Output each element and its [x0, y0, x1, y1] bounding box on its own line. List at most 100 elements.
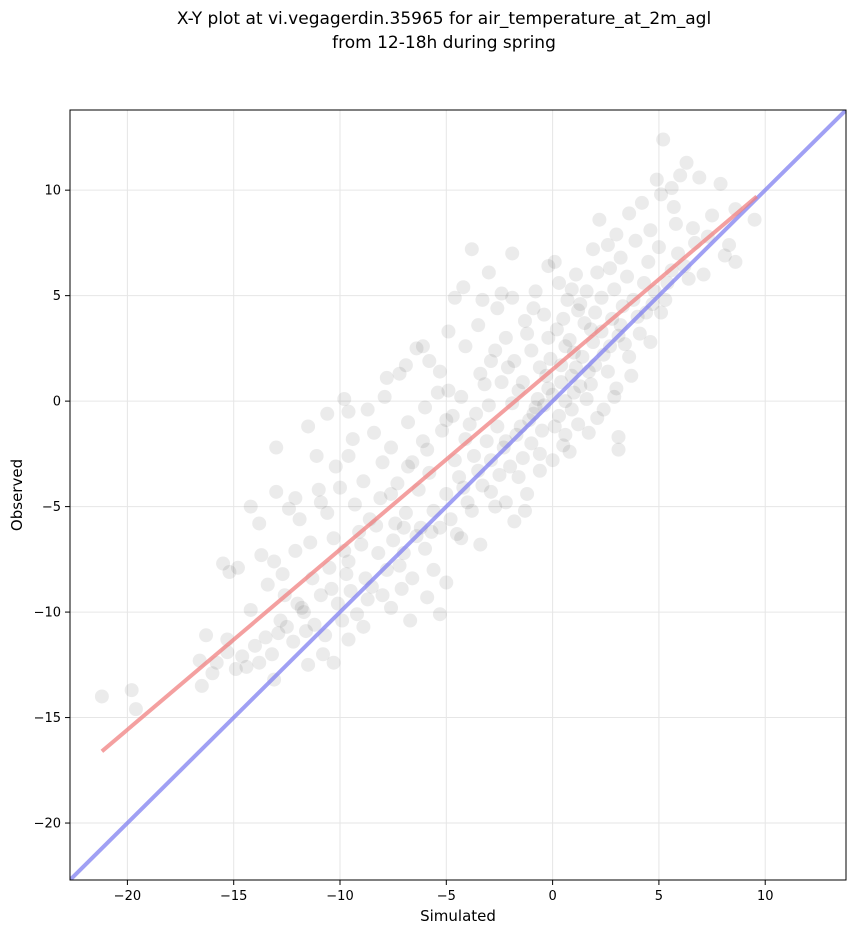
chart-title-line1: X-Y plot at vi.vegagerdin.35965 for air_…: [177, 9, 711, 29]
data-point-61: [426, 562, 441, 577]
data-point-221: [551, 408, 566, 423]
data-point-247: [279, 619, 294, 634]
data-point-136: [398, 505, 413, 520]
data-point-248: [264, 647, 279, 662]
data-point-138: [371, 546, 386, 561]
data-point-27: [447, 290, 462, 305]
data-point-91: [401, 415, 416, 430]
x-tick-label-0: −20: [114, 889, 141, 904]
data-point-211: [290, 596, 305, 611]
data-point-17: [288, 491, 303, 506]
data-point-115: [632, 326, 647, 341]
data-point-180: [503, 459, 518, 474]
grid-lines: [70, 110, 846, 880]
data-point-4: [199, 628, 214, 643]
data-point-32: [541, 259, 556, 274]
data-point-154: [554, 375, 569, 390]
data-point-16: [281, 501, 296, 516]
data-point-293: [288, 543, 303, 558]
data-point-290: [333, 480, 348, 495]
data-point-305: [643, 335, 658, 350]
data-point-78: [307, 617, 322, 632]
data-point-84: [328, 459, 343, 474]
data-point-198: [481, 398, 496, 413]
data-point-137: [386, 533, 401, 548]
data-point-288: [360, 402, 375, 417]
plot-frame: [69, 109, 847, 881]
data-point-166: [515, 375, 530, 390]
data-point-28: [456, 280, 471, 295]
data-point-308: [396, 520, 411, 535]
data-point-10: [260, 577, 275, 592]
data-point-215: [443, 512, 458, 527]
data-point-292: [303, 535, 318, 550]
data-point-133: [435, 423, 450, 438]
data-point-95: [458, 339, 473, 354]
data-point-244: [339, 567, 354, 582]
y-tick-label-5: 5: [53, 289, 61, 304]
data-point-298: [511, 470, 526, 485]
data-point-265: [418, 541, 433, 556]
data-point-33: [547, 254, 562, 269]
data-point-269: [651, 240, 666, 255]
data-point-26: [415, 339, 430, 354]
data-point-202: [415, 434, 430, 449]
data-point-275: [654, 187, 669, 202]
data-point-193: [556, 311, 571, 326]
y-tick-label-0: −20: [34, 817, 61, 832]
x-tick-label-6: 10: [757, 889, 774, 904]
identity-line: [70, 110, 846, 880]
data-point-15: [269, 440, 284, 455]
data-point-111: [696, 267, 711, 282]
data-point-42: [713, 176, 728, 191]
data-point-303: [607, 389, 622, 404]
data-point-200: [445, 408, 460, 423]
x-axis-label: Simulated: [420, 907, 496, 925]
data-point-80: [341, 554, 356, 569]
data-point-163: [562, 332, 577, 347]
data-point-160: [615, 299, 630, 314]
data-point-122: [549, 322, 564, 337]
data-point-213: [258, 630, 273, 645]
data-point-311: [498, 495, 513, 510]
data-point-106: [628, 233, 643, 248]
data-point-264: [432, 520, 447, 535]
regression-line: [100, 194, 758, 753]
data-point-86: [367, 425, 382, 440]
data-point-54: [532, 446, 547, 461]
data-point-71: [252, 655, 267, 670]
data-point-90: [384, 440, 399, 455]
data-point-30: [481, 265, 496, 280]
data-point-46: [728, 254, 743, 269]
y-tick-label-3: −5: [42, 500, 61, 515]
data-point-104: [600, 238, 615, 253]
data-point-58: [473, 537, 488, 552]
data-point-212: [271, 626, 286, 641]
data-point-69: [301, 657, 316, 672]
data-point-51: [611, 442, 626, 457]
data-point-230: [579, 284, 594, 299]
data-point-237: [454, 389, 469, 404]
data-point-287: [377, 389, 392, 404]
data-point-144: [273, 613, 288, 628]
data-point-107: [643, 223, 658, 238]
data-point-92: [418, 400, 433, 415]
data-point-97: [490, 301, 505, 316]
data-point-25: [409, 341, 424, 356]
data-point-170: [466, 448, 481, 463]
data-point-316: [420, 590, 435, 605]
data-point-257: [541, 381, 556, 396]
data-point-233: [517, 313, 532, 328]
y-tick-label-4: 0: [53, 395, 61, 410]
data-point-35: [592, 212, 607, 227]
data-point-2: [128, 702, 143, 717]
data-point-59: [454, 531, 469, 546]
data-point-245: [313, 588, 328, 603]
data-point-196: [507, 354, 522, 369]
data-point-11: [267, 554, 282, 569]
data-point-234: [498, 330, 513, 345]
data-point-146: [235, 649, 250, 664]
data-point-24: [392, 366, 407, 381]
data-point-162: [577, 316, 592, 331]
